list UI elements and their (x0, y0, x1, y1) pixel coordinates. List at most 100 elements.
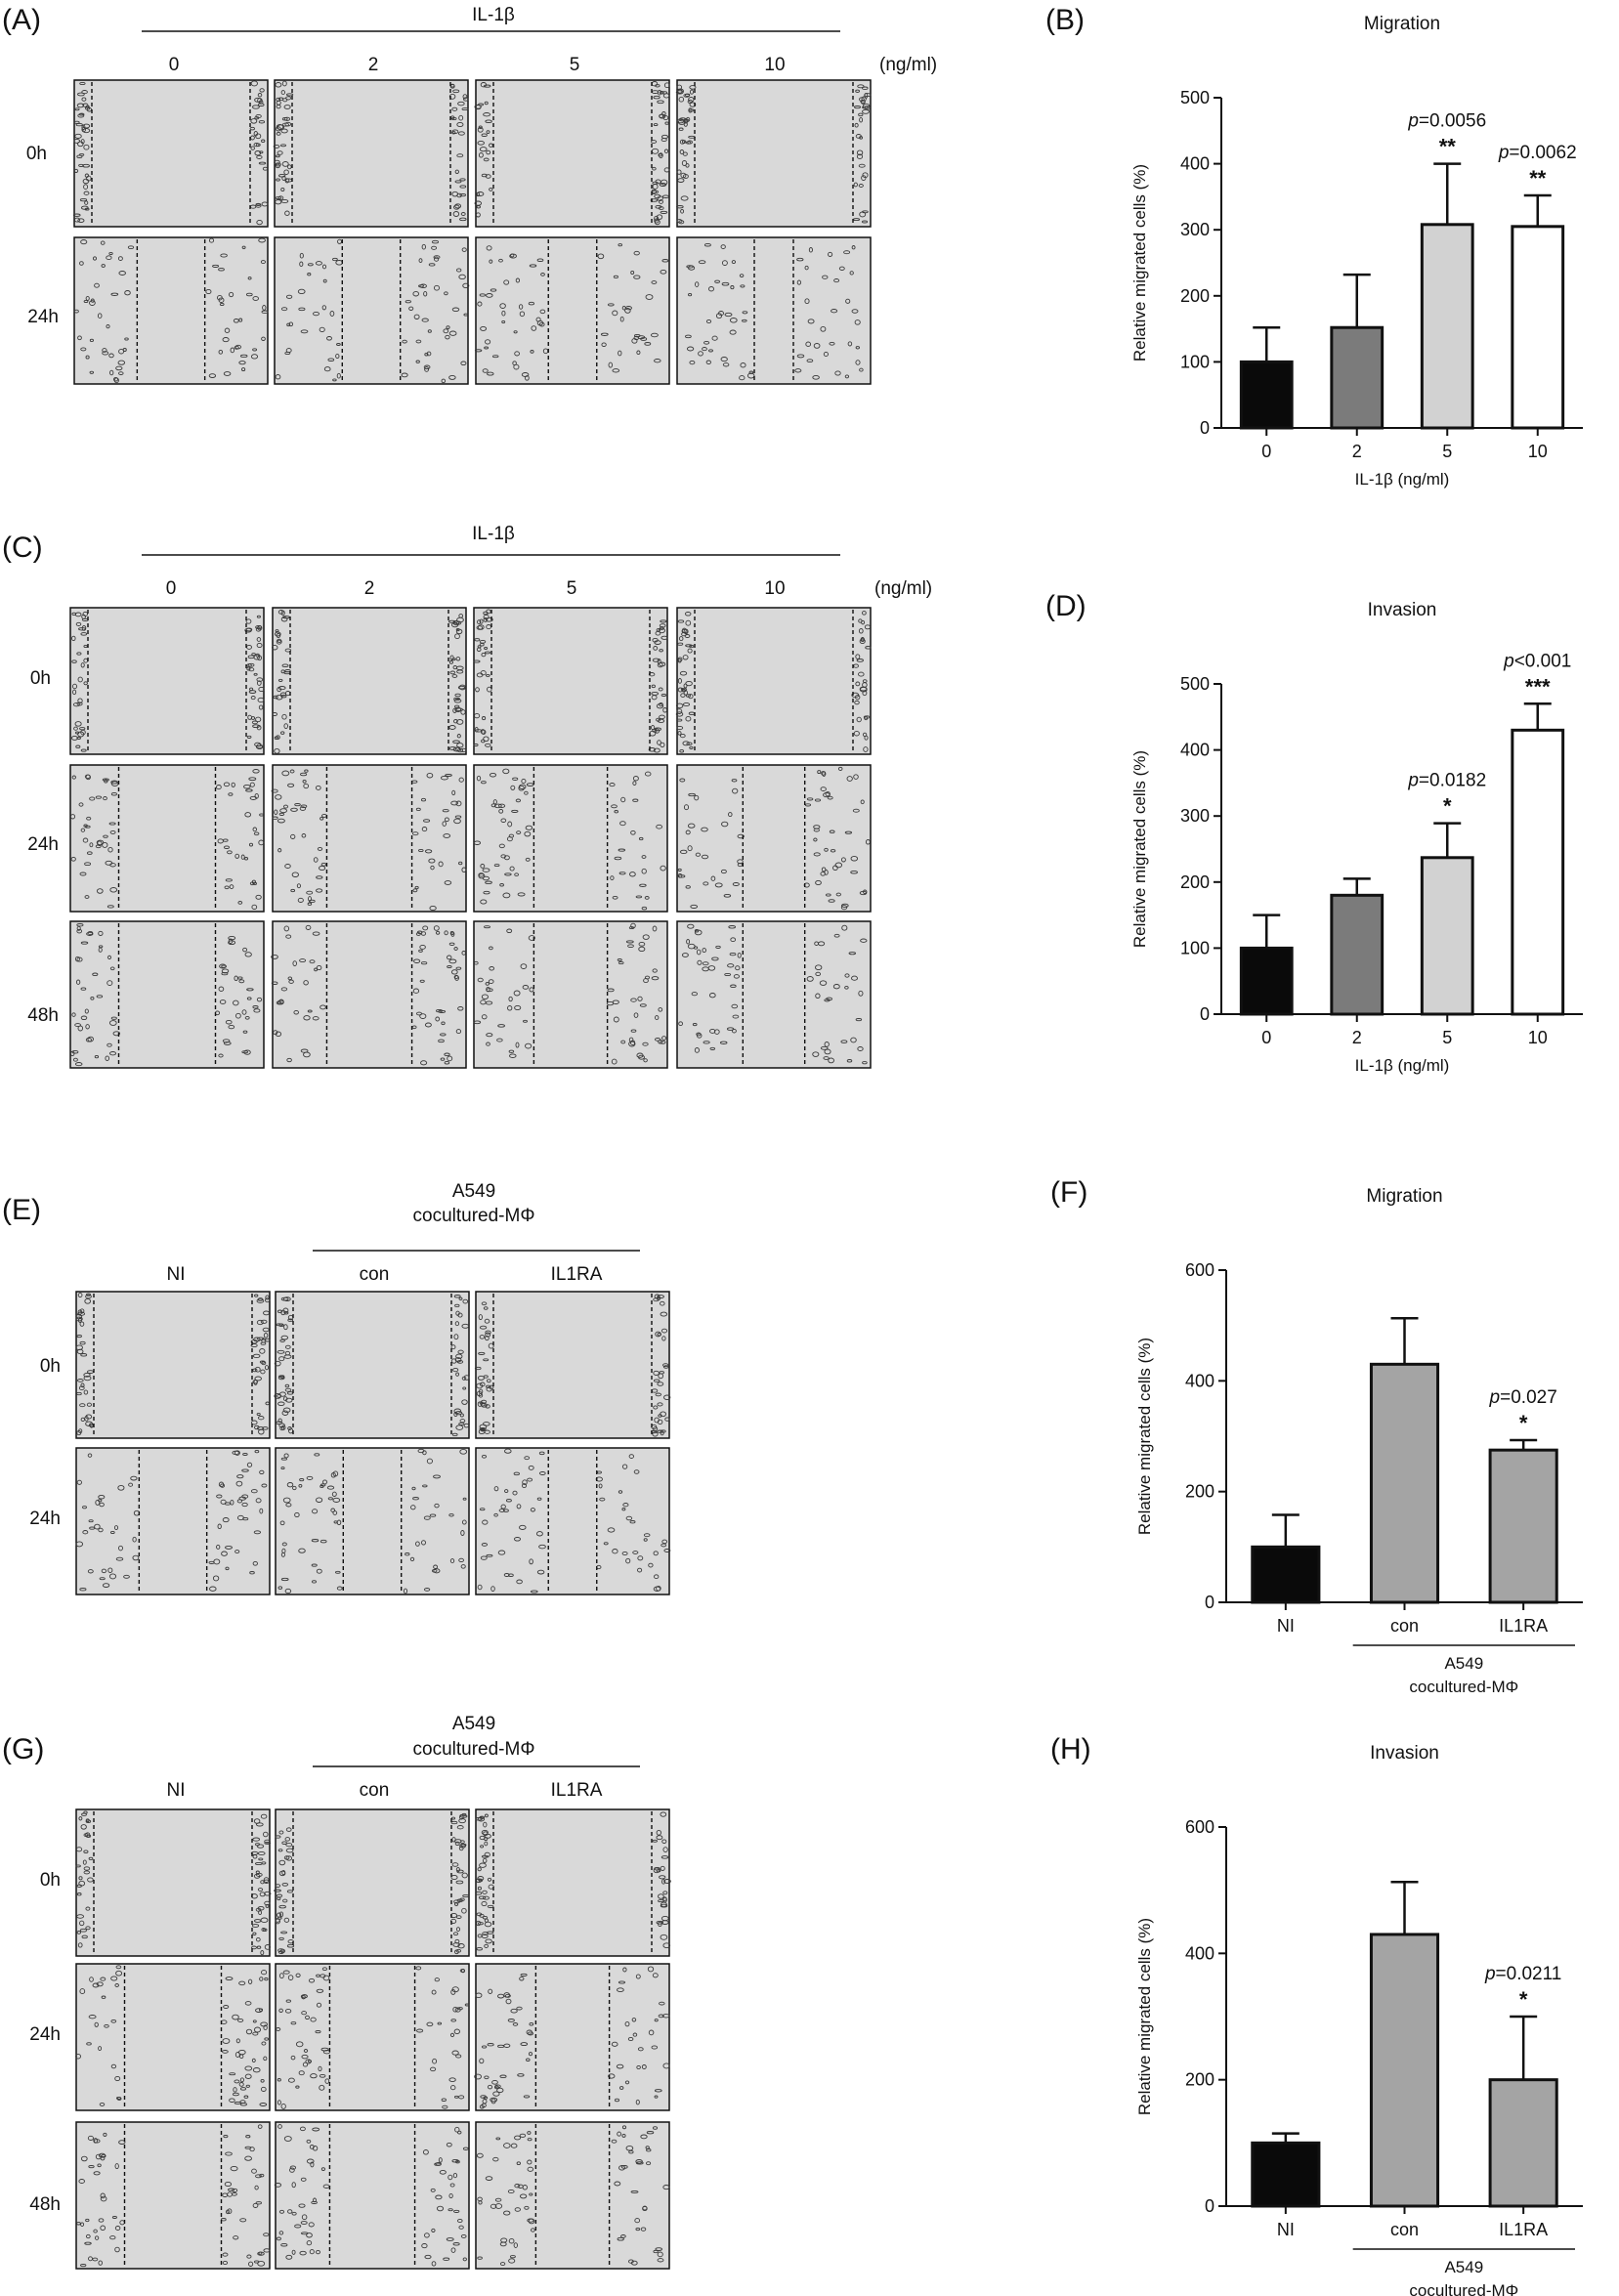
cell (637, 2047, 644, 2052)
cell (280, 694, 287, 699)
cell (74, 721, 82, 727)
cell (285, 348, 292, 354)
cell (845, 298, 851, 304)
cell (110, 780, 118, 785)
cell (244, 2065, 253, 2071)
cell (429, 905, 437, 912)
cell (224, 885, 230, 890)
cell (80, 987, 87, 991)
panel-label-b: (B) (1045, 4, 1085, 36)
cell (659, 714, 665, 720)
cell (461, 951, 466, 956)
cell (661, 1879, 666, 1885)
cell (457, 1312, 463, 1318)
cell (459, 193, 467, 197)
cell (502, 1509, 509, 1512)
cell (660, 1040, 666, 1044)
cell (688, 265, 696, 271)
cell (435, 2161, 442, 2166)
cell (86, 931, 94, 936)
cell (490, 803, 496, 808)
panel-e-row-0h: 0h (40, 1356, 61, 1377)
micrograph-3-2-0 (75, 2121, 271, 2270)
cell (261, 1861, 267, 1865)
cell (283, 2136, 292, 2142)
cell (99, 1577, 106, 1581)
cell (308, 896, 312, 902)
cell (448, 2192, 453, 2199)
cell (259, 1348, 266, 1354)
cell (279, 808, 287, 814)
micrograph-0-0-1 (273, 79, 469, 228)
y-tick-label: 0 (1205, 2196, 1214, 2216)
cell (255, 202, 262, 206)
cell (127, 245, 135, 250)
cell (248, 777, 257, 782)
cell (496, 2087, 504, 2094)
cell (79, 1920, 85, 1927)
cell (478, 1351, 486, 1355)
cell (216, 1494, 223, 1499)
cell (485, 174, 491, 179)
cell (435, 2194, 443, 2200)
cell (433, 1568, 441, 1574)
cell (81, 1812, 87, 1816)
cell (100, 2195, 107, 2202)
cell (448, 1513, 454, 1517)
y-tick-label: 0 (1205, 1593, 1214, 1612)
cell (444, 1060, 450, 1065)
cell (82, 1859, 87, 1865)
cell (739, 274, 745, 277)
cell (726, 1027, 735, 1031)
x-tick-label-2: IL1RA (1499, 2220, 1548, 2239)
cell (256, 725, 262, 731)
cell (688, 792, 696, 797)
cell (101, 2153, 107, 2158)
cell (256, 154, 263, 159)
cell (486, 1379, 491, 1383)
cell (598, 1483, 603, 1489)
cell (311, 1563, 318, 1567)
cell (689, 102, 697, 107)
cell (655, 2247, 662, 2251)
cell (477, 301, 483, 307)
cell (307, 902, 313, 906)
cell (686, 346, 695, 352)
cell (681, 631, 687, 637)
cell (642, 2205, 648, 2211)
cell (92, 972, 99, 977)
cell (309, 959, 316, 964)
cell (276, 178, 280, 182)
cell (312, 2127, 320, 2132)
cell (528, 301, 535, 306)
cell (625, 940, 634, 944)
cell (652, 1839, 659, 1843)
cell (737, 863, 744, 868)
p-value-label: p=0.0056 (1407, 111, 1486, 132)
cell (238, 979, 245, 984)
cell (862, 611, 867, 616)
cell (721, 260, 728, 266)
cell (208, 373, 217, 378)
cell (715, 945, 721, 949)
cell (230, 1499, 234, 1506)
cell (516, 1504, 522, 1509)
cell (516, 2006, 523, 2011)
cell (652, 925, 658, 932)
cell (222, 2260, 229, 2266)
micrograph-frame (676, 236, 872, 385)
cell (730, 984, 737, 989)
cell (80, 662, 85, 668)
p-value-label: p=0.0182 (1407, 771, 1486, 791)
cell (689, 360, 696, 365)
cell (276, 735, 280, 740)
cell (252, 2020, 257, 2023)
cell (256, 219, 263, 226)
panel-label-d: (D) (1045, 590, 1086, 622)
cell (100, 2225, 107, 2232)
micrograph-3-1-1 (275, 1963, 470, 2111)
cell (292, 960, 297, 966)
micrograph-frame (75, 1963, 271, 2111)
cell (460, 1968, 466, 1974)
cell (851, 975, 858, 981)
